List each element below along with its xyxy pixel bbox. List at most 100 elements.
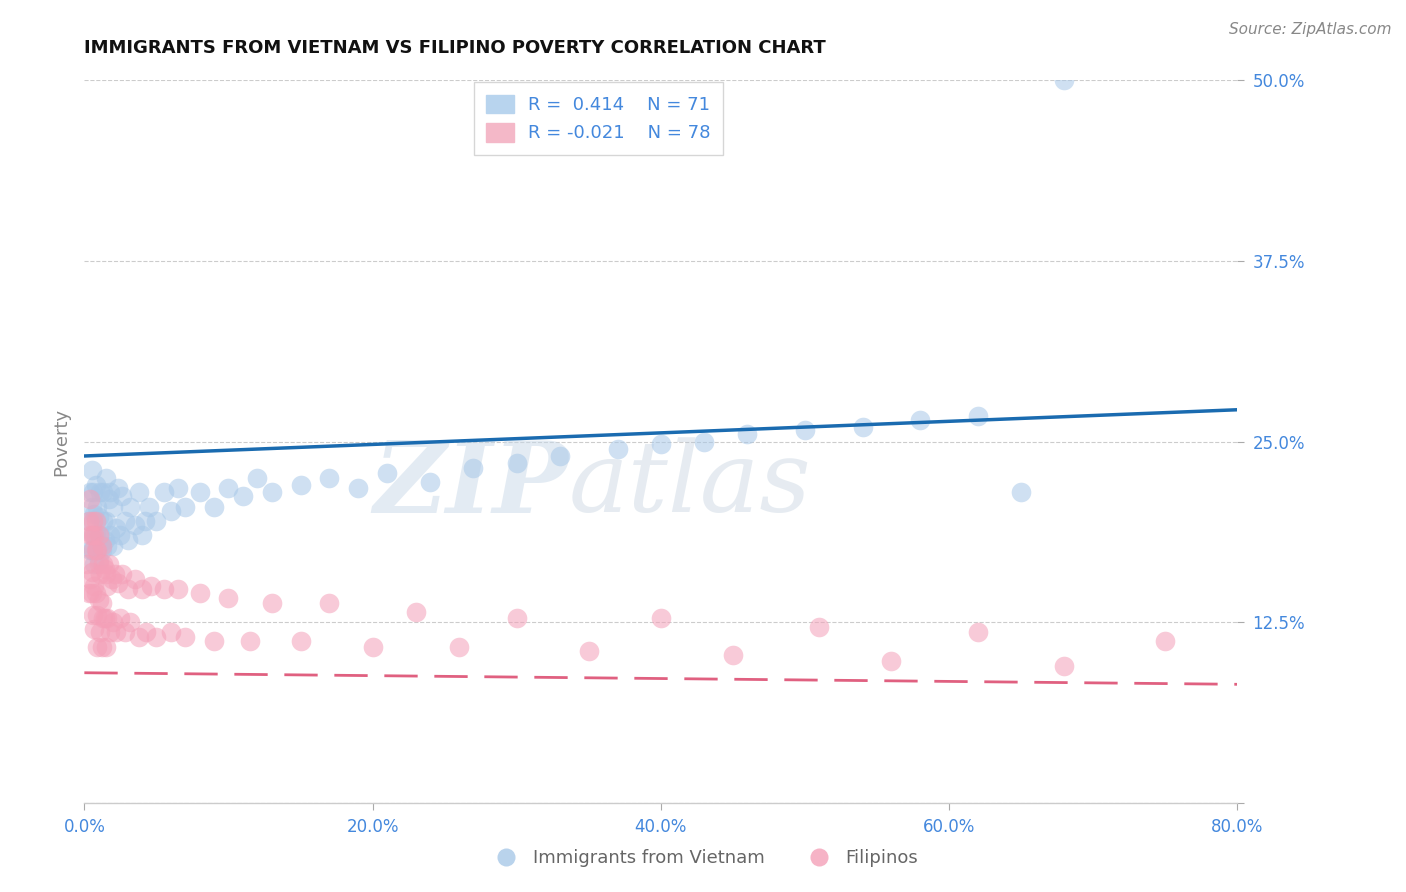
Point [160, 504, 183, 518]
Point [84, 514, 107, 528]
Point [83, 579, 105, 593]
Point [77, 586, 100, 600]
Point [80, 565, 103, 579]
Point [114, 625, 136, 640]
Point [76, 558, 98, 572]
Point [77, 514, 100, 528]
Point [110, 611, 132, 625]
Point [80, 586, 103, 600]
Point [86, 500, 108, 514]
Point [96, 611, 118, 625]
Point [84, 542, 107, 557]
Point [87, 509, 110, 524]
Point [98, 528, 121, 542]
Point [260, 596, 283, 610]
Point [737, 427, 759, 442]
Point [548, 449, 571, 463]
Point [111, 490, 134, 504]
Point [80, 500, 103, 514]
Point [77, 514, 100, 528]
Point [91, 514, 114, 528]
Point [114, 514, 136, 528]
Point [90, 640, 112, 654]
Point [87, 558, 110, 572]
Point [174, 630, 197, 644]
Point [103, 615, 124, 630]
Point [105, 625, 128, 640]
Point [79, 572, 101, 586]
Point [87, 528, 110, 542]
Point [91, 611, 114, 625]
Point [103, 539, 124, 553]
Point [98, 625, 121, 640]
Point [139, 579, 162, 593]
Point [160, 625, 183, 640]
Point [967, 625, 990, 640]
Point [87, 593, 110, 607]
Point [318, 470, 340, 484]
Point [93, 611, 115, 625]
Point [90, 539, 112, 553]
Point [90, 542, 112, 557]
Point [152, 485, 174, 500]
Point [167, 582, 190, 596]
Point [202, 634, 225, 648]
Point [90, 596, 112, 610]
Point [246, 470, 269, 484]
Point [128, 485, 150, 500]
Point [1053, 73, 1076, 87]
Point [82, 528, 104, 542]
Point [93, 533, 115, 547]
Point [260, 485, 283, 500]
Point [808, 619, 831, 633]
Legend: R =  0.414    N = 71, R = -0.021    N = 78: R = 0.414 N = 71, R = -0.021 N = 78 [474, 82, 723, 155]
Point [134, 514, 156, 528]
Point [103, 500, 124, 514]
Point [100, 572, 122, 586]
Point [98, 485, 121, 500]
Point [506, 456, 529, 470]
Point [117, 582, 139, 596]
Point [1010, 485, 1032, 500]
Point [361, 640, 384, 654]
Y-axis label: Poverty: Poverty [52, 408, 70, 475]
Point [606, 442, 628, 456]
Point [96, 539, 118, 553]
Point [94, 640, 117, 654]
Point [94, 567, 117, 582]
Point [794, 423, 817, 437]
Point [347, 481, 370, 495]
Point [89, 625, 111, 640]
Point [82, 514, 104, 528]
Point [1053, 658, 1076, 673]
Point [94, 514, 117, 528]
Text: atlas: atlas [568, 437, 811, 533]
Point [83, 528, 105, 542]
Point [239, 634, 262, 648]
Point [419, 475, 441, 489]
Point [89, 485, 111, 500]
Point [105, 521, 128, 535]
Point [967, 409, 990, 423]
Point [124, 518, 146, 533]
Point [218, 481, 240, 495]
Point [1154, 634, 1177, 648]
Legend: Immigrants from Vietnam, Filipinos: Immigrants from Vietnam, Filipinos [481, 842, 925, 874]
Point [202, 500, 225, 514]
Point [650, 437, 672, 451]
Point [97, 492, 120, 507]
Point [174, 500, 197, 514]
Point [86, 640, 108, 654]
Point [79, 492, 101, 507]
Point [131, 582, 153, 596]
Point [80, 463, 103, 477]
Text: ZIP: ZIP [374, 437, 568, 533]
Point [852, 420, 875, 434]
Point [80, 542, 103, 557]
Point [135, 625, 157, 640]
Point [83, 623, 105, 637]
Point [89, 528, 111, 542]
Point [578, 644, 600, 658]
Point [117, 533, 139, 547]
Point [290, 478, 312, 492]
